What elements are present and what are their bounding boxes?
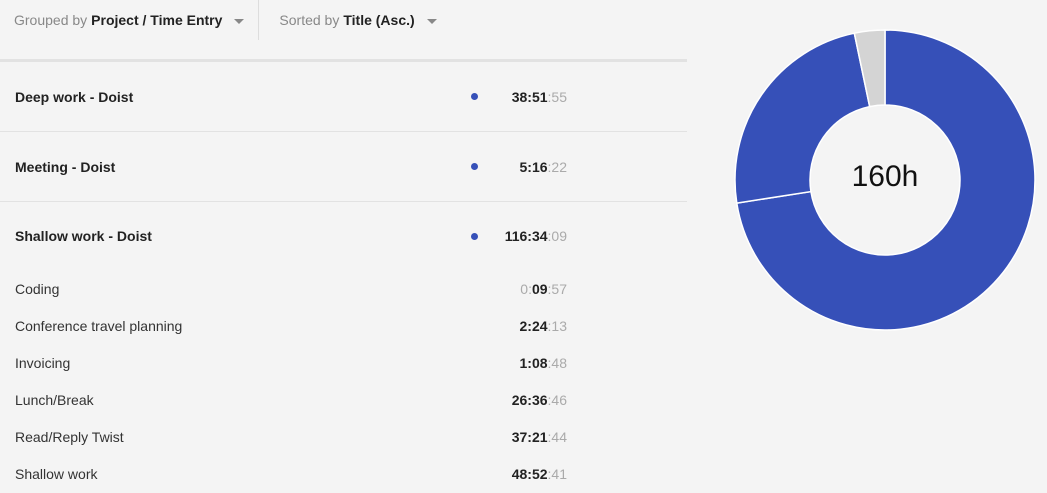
entry-duration: 26:36:46 bbox=[511, 391, 567, 408]
entry-title: Read/Reply Twist bbox=[15, 428, 124, 445]
chevron-down-icon bbox=[426, 18, 437, 24]
donut-chart bbox=[734, 29, 1036, 331]
project-title: Deep work - Doist bbox=[15, 88, 134, 105]
project-color-dot bbox=[471, 93, 478, 100]
entry-duration: 1:08:48 bbox=[519, 354, 567, 371]
toolbar: Grouped by Project / Time Entry Sorted b… bbox=[0, 0, 687, 40]
project-row[interactable]: Deep work - Doist 38:51:55 bbox=[0, 62, 687, 132]
sort-by-prefix: Sorted by bbox=[279, 12, 340, 28]
project-duration: 116:34:09 bbox=[504, 228, 567, 244]
report-list: Deep work - Doist 38:51:55 Meeting - Doi… bbox=[0, 62, 687, 492]
project-title: Meeting - Doist bbox=[15, 158, 116, 175]
project-color-dot bbox=[471, 163, 478, 170]
donut-slice[interactable] bbox=[853, 29, 886, 108]
time-entry-row[interactable]: Conference travel planning 2:24:13 bbox=[0, 307, 687, 344]
sort-by-value: Title (Asc.) bbox=[343, 12, 415, 28]
donut-slice[interactable] bbox=[735, 29, 1036, 331]
group-by-value: Project / Time Entry bbox=[91, 12, 223, 28]
project-title: Shallow work - Doist bbox=[15, 228, 152, 244]
entry-duration: 37:21:44 bbox=[511, 428, 567, 445]
donut-slice[interactable] bbox=[734, 32, 871, 204]
project-duration: 5:16:22 bbox=[519, 158, 567, 175]
entry-duration: 2:24:13 bbox=[519, 317, 567, 334]
entry-duration: 0:09:57 bbox=[520, 280, 567, 297]
project-row[interactable]: Meeting - Doist 5:16:22 bbox=[0, 132, 687, 202]
entry-title: Conference travel planning bbox=[15, 317, 183, 334]
group-by-dropdown[interactable]: Grouped by Project / Time Entry bbox=[0, 0, 260, 40]
time-entry-row[interactable]: Shallow work 48:52:41 bbox=[0, 455, 687, 492]
project-color-dot bbox=[471, 232, 478, 240]
entry-title: Invoicing bbox=[15, 354, 71, 371]
entry-duration: 48:52:41 bbox=[511, 465, 567, 482]
group-by-prefix: Grouped by bbox=[14, 12, 88, 28]
entry-title: Lunch/Break bbox=[15, 391, 94, 408]
time-entry-row[interactable]: Invoicing 1:08:48 bbox=[0, 344, 687, 381]
entry-title: Shallow work bbox=[15, 465, 98, 482]
sort-by-dropdown[interactable]: Sorted by Title (Asc.) bbox=[259, 0, 437, 40]
project-duration: 38:51:55 bbox=[511, 88, 567, 105]
time-entry-row[interactable]: Lunch/Break 26:36:46 bbox=[0, 381, 687, 418]
chevron-down-icon bbox=[234, 18, 245, 24]
chart-total-label: 160h bbox=[851, 160, 919, 193]
project-row[interactable]: Shallow work - Doist 116:34:09 bbox=[0, 202, 687, 270]
entry-title: Coding bbox=[15, 280, 60, 297]
list-top-divider bbox=[0, 59, 687, 62]
time-entry-row[interactable]: Read/Reply Twist 37:21:44 bbox=[0, 418, 687, 455]
time-entry-row[interactable]: Coding 0:09:57 bbox=[0, 270, 687, 307]
